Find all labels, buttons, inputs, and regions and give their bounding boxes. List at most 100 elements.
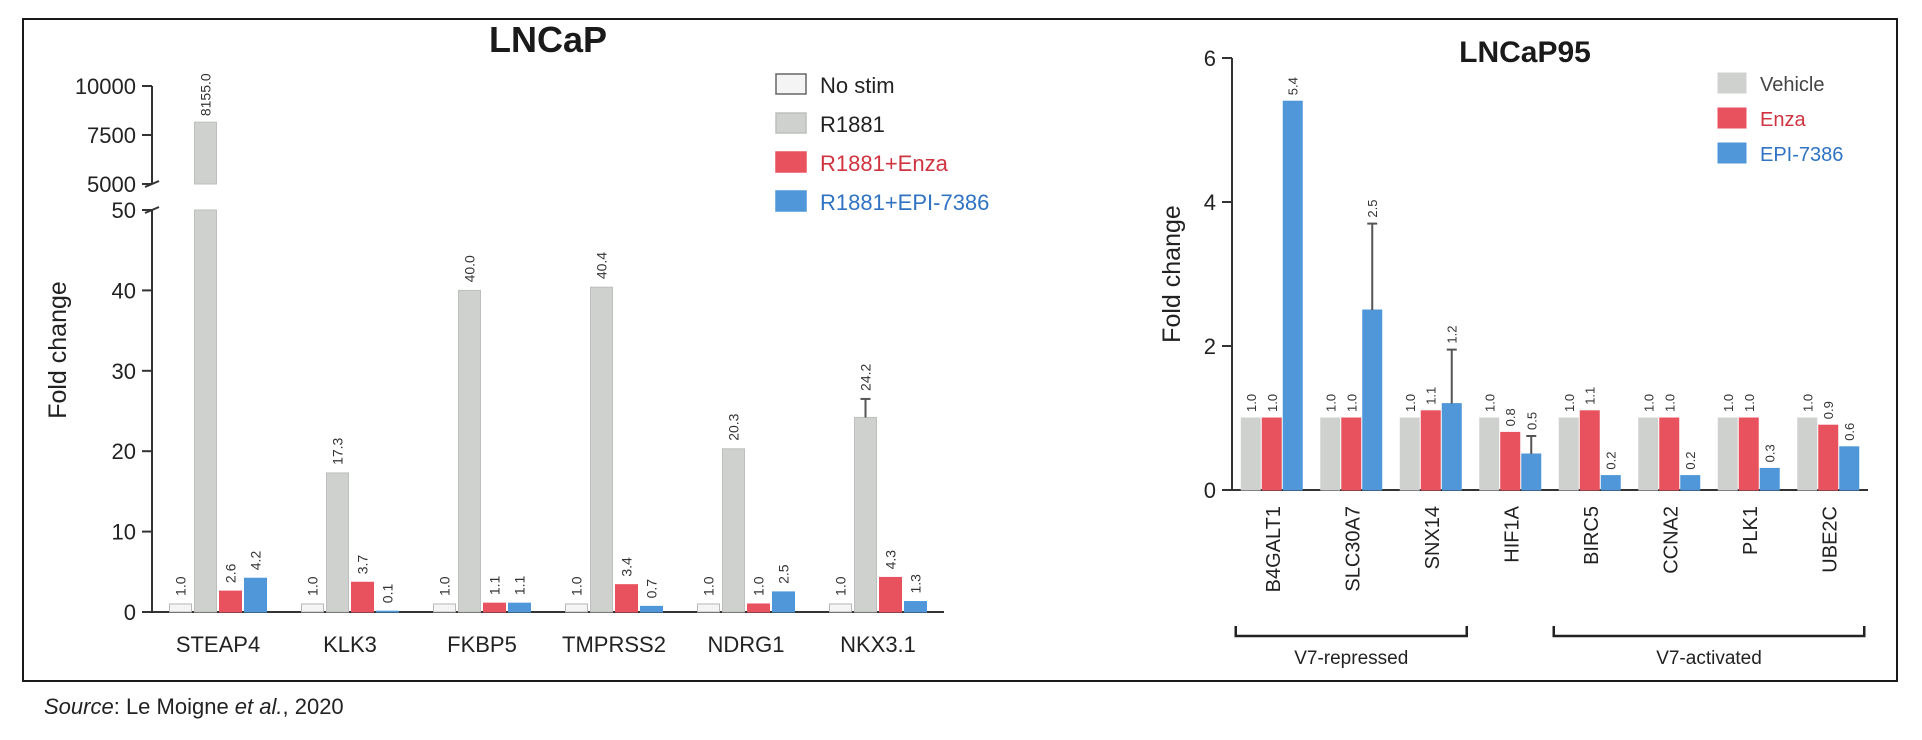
y-tick-label: 50 [112,198,136,223]
bar [1579,410,1600,491]
legend-label: No stim [820,73,895,98]
source-etal: et al. [234,694,283,719]
x-tick-label: KLK3 [323,632,377,657]
data-label: 2.5 [1365,200,1380,218]
y-tick-label: 10 [112,520,136,545]
data-label: 20.3 [726,413,742,440]
legend-swatch [1717,72,1747,94]
bar [1261,417,1282,491]
bar [747,603,770,613]
y-tick-label: 0 [124,600,136,625]
data-label: 1.0 [1344,394,1359,412]
data-label: 1.0 [1742,394,1757,412]
data-label: 1.0 [1244,394,1259,412]
x-tick-label: BIRC5 [1581,506,1603,565]
legend-swatch [775,190,807,212]
bar [904,601,927,613]
data-label: 17.3 [330,437,346,464]
legend-swatch [775,151,807,173]
legend-label: R1881 [820,112,885,137]
data-label: 1.0 [1562,394,1577,412]
data-label: 1.0 [1482,394,1497,412]
bar [590,286,613,613]
y-tick-label: 30 [112,359,136,384]
legend-label: R1881+Enza [820,151,949,176]
data-label: 1.0 [1323,394,1338,412]
legend-swatch [1717,142,1747,164]
bar [194,121,217,185]
x-tick-label: CCNA2 [1660,506,1682,574]
bar [722,448,745,613]
legend-swatch [1717,107,1747,129]
bar [1282,100,1303,491]
data-label: 24.2 [858,363,874,390]
data-label: 0.2 [1604,452,1619,470]
legend-label: Enza [1760,109,1806,131]
group-label: V7-activated [1656,648,1762,669]
data-label: 2.5 [776,564,792,584]
x-tick-label: SLC30A7 [1342,506,1364,592]
y-tick-label: 5000 [87,172,136,197]
y-tick-label: 10000 [75,74,136,99]
data-label: 1.2 [1445,326,1460,344]
bar [169,603,192,613]
data-label: 1.0 [173,576,189,596]
bar [458,289,481,613]
bar [1818,424,1839,491]
x-tick-label: B4GALT1 [1263,506,1285,592]
bar [697,603,720,613]
data-label: 40.0 [462,255,478,282]
chart-title: LNCaP95 [1459,36,1591,69]
group-label: V7-repressed [1294,648,1408,669]
data-label: 1.0 [1800,394,1815,412]
data-label: 3.7 [355,555,371,575]
data-label: 1.0 [1662,394,1677,412]
x-tick-label: TMPRSS2 [562,632,666,657]
bar [326,472,349,613]
y-tick-label: 0 [1204,478,1216,503]
bar [1320,417,1341,491]
legend-label: R1881+EPI-7386 [820,190,989,215]
x-tick-label: HIF1A [1501,505,1523,562]
data-label: 1.0 [305,576,321,596]
bar [1759,467,1780,491]
data-label: 1.0 [1265,394,1280,412]
data-label: 0.8 [1503,408,1518,426]
bar [1362,309,1383,491]
bar [1521,453,1542,491]
y-axis-label: Fold change [44,281,72,419]
source-label: Source [44,694,114,719]
bar [565,603,588,613]
y-tick-label: 20 [112,439,136,464]
legend-swatch [775,112,807,134]
data-label: 2.6 [223,563,239,583]
data-label: 1.0 [1641,394,1656,412]
bar [1558,417,1579,491]
data-label: 4.3 [883,550,899,570]
data-label: 0.3 [1763,444,1778,462]
legend-label: EPI-7386 [1760,144,1843,166]
bar [1500,431,1521,491]
x-tick-label: NDRG1 [707,632,784,657]
data-label: 1.0 [1403,394,1418,412]
source-text: : Le Moigne [113,694,235,719]
data-label: 1.0 [569,576,585,596]
data-label: 3.4 [619,557,635,577]
data-label: 8155.0 [198,73,214,116]
data-label: 1.3 [908,574,924,594]
bar [1240,417,1261,491]
data-label: 1.0 [701,576,717,596]
chart-title: LNCaP [489,19,607,60]
data-label: 0.1 [380,584,396,604]
bar [351,581,374,613]
bar [301,603,324,613]
bar [1420,410,1441,491]
x-tick-label: UBE2C [1819,506,1841,573]
group-bracket [1234,626,1468,638]
y-tick-label: 4 [1204,190,1216,215]
x-tick-label: NKX3.1 [840,632,916,657]
figure-frame [22,18,1898,682]
data-label: 0.9 [1821,401,1836,419]
bar [640,605,663,613]
